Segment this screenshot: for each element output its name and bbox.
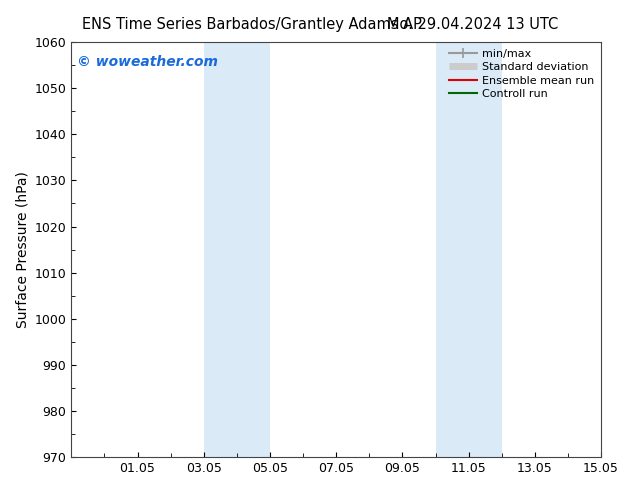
- Text: ENS Time Series Barbados/Grantley Adams AP: ENS Time Series Barbados/Grantley Adams …: [82, 17, 422, 32]
- Bar: [436, 42, 501, 457]
- Bar: [204, 42, 270, 457]
- Legend: min/max, Standard deviation, Ensemble mean run, Controll run: min/max, Standard deviation, Ensemble me…: [444, 44, 599, 103]
- Text: Mo. 29.04.2024 13 UTC: Mo. 29.04.2024 13 UTC: [387, 17, 558, 32]
- Y-axis label: Surface Pressure (hPa): Surface Pressure (hPa): [15, 171, 29, 328]
- Text: © woweather.com: © woweather.com: [77, 54, 217, 69]
